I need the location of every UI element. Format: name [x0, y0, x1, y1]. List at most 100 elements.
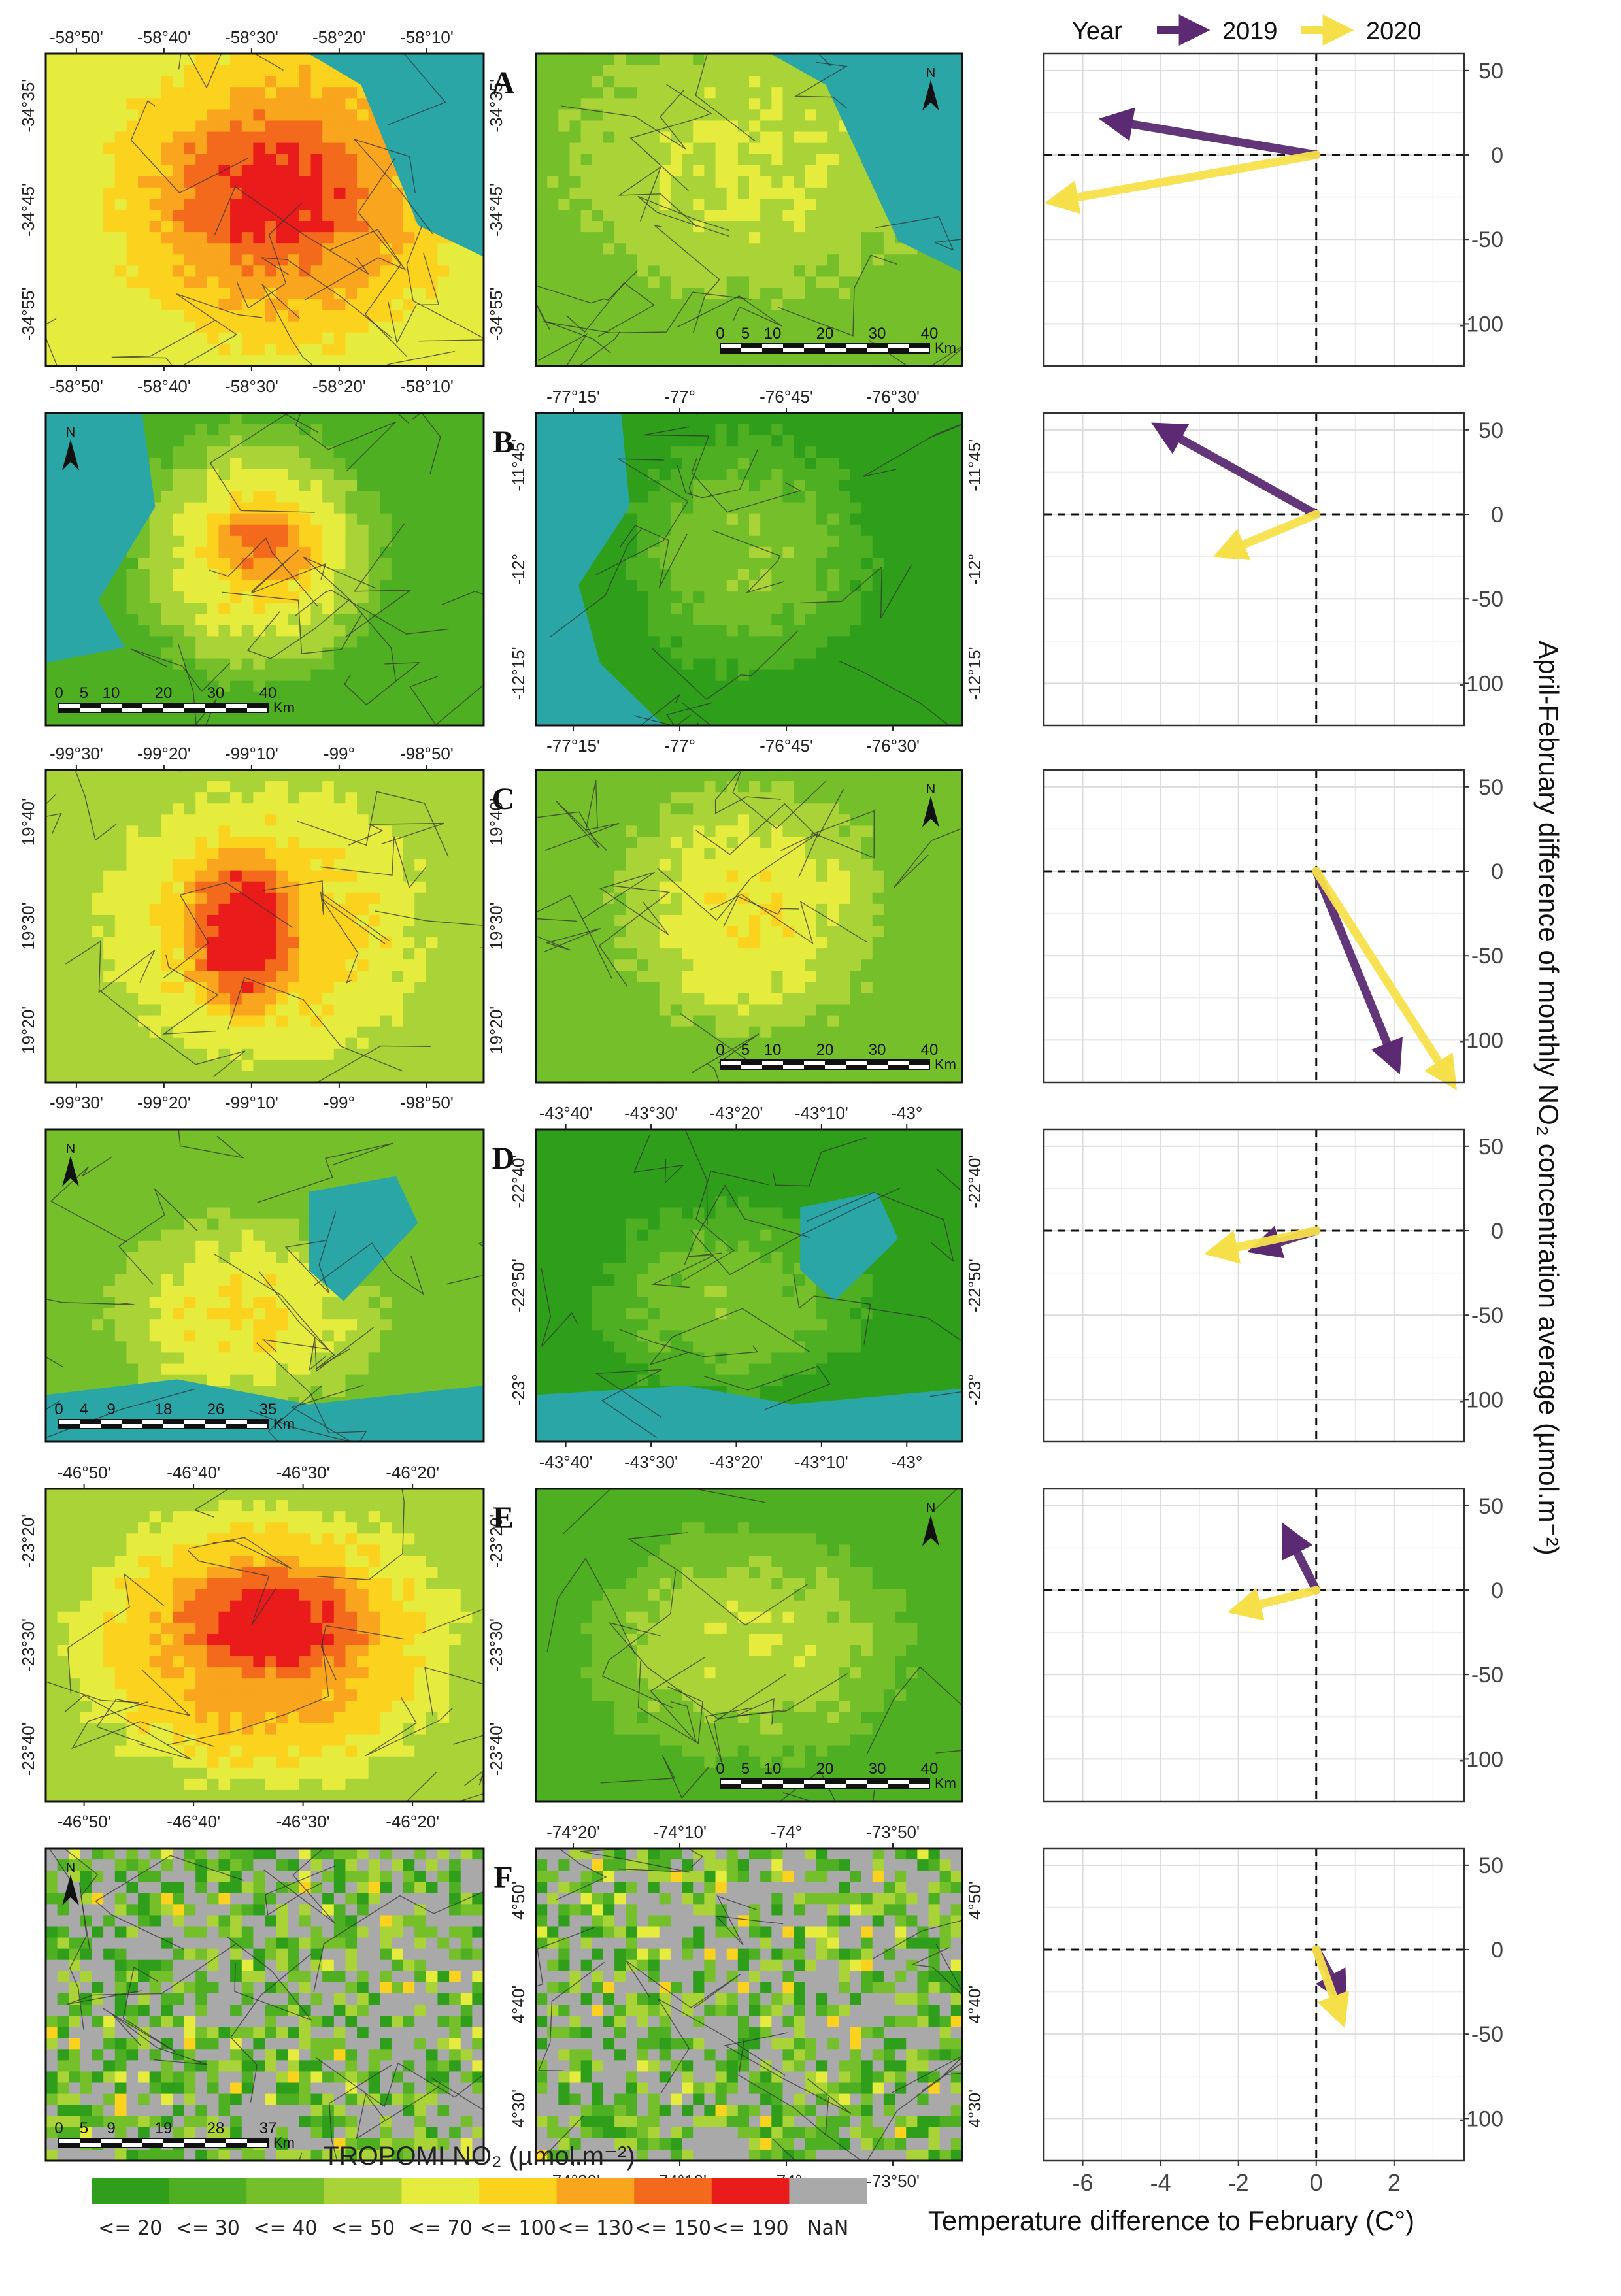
raster-cell [738, 491, 750, 503]
raster-cell [345, 199, 357, 210]
raster-cell [749, 648, 761, 659]
raster-cell [782, 176, 794, 188]
raster-cell [173, 871, 184, 882]
raster-cell [288, 480, 299, 491]
raster-cell [150, 893, 161, 905]
raster-cell [184, 547, 196, 559]
raster-cell [861, 199, 873, 210]
raster-cell [173, 469, 184, 480]
raster-cell [288, 446, 299, 458]
raster-cell [357, 503, 369, 514]
raster-cell [103, 299, 115, 311]
raster-cell [749, 221, 761, 233]
raster-cell [265, 54, 276, 65]
raster-cell [626, 580, 637, 592]
raster-cell [749, 165, 761, 177]
raster-cell [322, 210, 334, 222]
raster-cell [345, 154, 357, 166]
raster-cell [929, 636, 941, 648]
raster-cell [403, 491, 415, 503]
raster-cell [917, 435, 929, 447]
raster-cell [603, 614, 615, 625]
raster-cell [103, 871, 115, 882]
raster-cell [850, 199, 861, 210]
raster-cell [917, 254, 929, 266]
raster-cell [861, 188, 873, 199]
raster-cell [637, 625, 648, 637]
raster-cell [299, 176, 311, 188]
raster-cell [345, 882, 357, 893]
raster-cell [276, 458, 288, 469]
raster-cell [771, 210, 783, 222]
raster-cell [749, 547, 761, 559]
raster-cell [693, 188, 705, 199]
raster-cell [230, 120, 242, 132]
raster-cell [161, 648, 173, 659]
raster-cell [184, 859, 196, 871]
raster-cell [906, 299, 918, 311]
raster-cell [884, 424, 895, 436]
raster-cell [276, 424, 288, 436]
raster-cell [816, 491, 828, 503]
raster-cell [461, 514, 473, 525]
raster-cell [437, 692, 449, 704]
raster-cell [839, 469, 850, 480]
raster-cell [648, 322, 660, 333]
raster-cell [161, 265, 173, 277]
raster-cell [816, 536, 828, 548]
raster-cell [380, 625, 392, 637]
raster-cell [357, 344, 369, 356]
raster-cell [115, 648, 127, 659]
scale-bar-segment [825, 348, 846, 353]
raster-cell [626, 446, 637, 458]
raster-cell [322, 659, 334, 671]
raster-cell [716, 176, 727, 188]
raster-cell [46, 120, 58, 132]
raster-cell [103, 232, 115, 244]
raster-cell [771, 413, 783, 425]
raster-cell [357, 825, 369, 837]
raster-cell [437, 310, 449, 322]
raster-cell [334, 814, 346, 826]
raster-cell [637, 355, 648, 367]
raster-cell [184, 614, 196, 625]
raster-cell [265, 446, 276, 458]
raster-cell [69, 120, 80, 132]
raster-cell [58, 76, 69, 88]
scale-bar-segment [205, 708, 226, 712]
raster-cell [369, 781, 380, 793]
raster-cell [265, 614, 276, 625]
raster-cell [592, 276, 604, 288]
raster-cell [334, 344, 346, 356]
raster-cell [461, 525, 473, 537]
raster-cell [414, 310, 426, 322]
raster-cell [581, 65, 593, 76]
raster-cell [218, 825, 230, 837]
raster-cell [334, 188, 346, 199]
raster-cell [242, 480, 254, 491]
raster-cell [242, 446, 254, 458]
raster-cell [727, 703, 739, 715]
raster-cell [794, 458, 806, 469]
raster-cell [173, 904, 184, 916]
raster-cell [161, 322, 173, 333]
raster-cell [207, 714, 219, 726]
raster-cell [461, 770, 473, 782]
raster-cell [150, 770, 161, 782]
raster-cell [461, 692, 473, 704]
raster-cell [92, 276, 104, 288]
raster-cell [693, 648, 705, 659]
raster-cell [614, 344, 626, 356]
raster-cell [760, 458, 772, 469]
raster-cell [253, 344, 265, 356]
raster-cell [536, 265, 548, 277]
raster-cell [626, 210, 637, 222]
raster-cell [276, 904, 288, 916]
raster-cell [592, 54, 604, 65]
raster-cell [311, 859, 323, 871]
raster-cell [218, 355, 230, 367]
raster-cell [626, 569, 637, 581]
raster-cell [626, 188, 637, 199]
raster-cell [299, 659, 311, 671]
raster-cell [195, 536, 207, 548]
